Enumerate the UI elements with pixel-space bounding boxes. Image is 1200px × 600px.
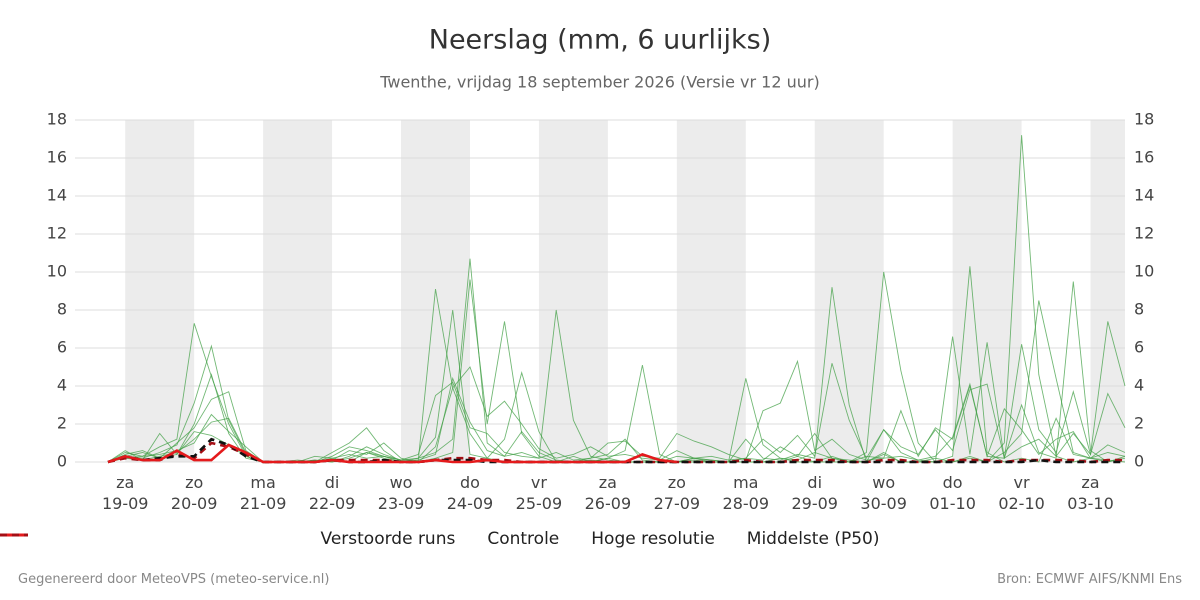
x-tick-label: ma 28-09 bbox=[722, 473, 770, 513]
day-band bbox=[125, 120, 195, 462]
x-tick-label: wo 23-09 bbox=[377, 473, 425, 513]
day-band bbox=[1090, 120, 1125, 462]
y-tick-label: 16 bbox=[47, 148, 67, 167]
y-tick-label: 2 bbox=[57, 414, 67, 433]
y-tick-label: 14 bbox=[47, 186, 67, 205]
legend: Verstoorde runs Controle Hoge resolutie Mid… bbox=[0, 529, 1200, 549]
y2-tick-label: 4 bbox=[1134, 376, 1144, 395]
legend-item: Middelste (P50) bbox=[0, 529, 880, 549]
x-tick-label: vr 02-10 bbox=[998, 473, 1045, 513]
chart-subtitle: Twenthe, vrijdag 18 september 2026 (Vers… bbox=[379, 73, 819, 92]
y2-tick-label: 10 bbox=[1134, 262, 1154, 281]
x-tick-label: wo 30-09 bbox=[860, 473, 907, 513]
x-tick-label: di 22-09 bbox=[308, 473, 356, 513]
x-tick-label: za 19-09 bbox=[101, 473, 149, 513]
day-band bbox=[263, 120, 333, 462]
x-tick-label: ma 21-09 bbox=[239, 473, 287, 513]
y-tick-label: 0 bbox=[57, 452, 67, 471]
x-tick-label: di 29-09 bbox=[791, 473, 838, 513]
legend-item: Hoge resolutie bbox=[0, 529, 715, 549]
y-tick-label: 4 bbox=[57, 376, 67, 395]
y2-tick-label: 16 bbox=[1134, 148, 1154, 167]
footer-right: Bron: ECMWF AIFS/KNMI Ens bbox=[997, 572, 1182, 587]
legend-label: Hoge resolutie bbox=[591, 529, 715, 549]
y-tick-label: 6 bbox=[57, 338, 67, 357]
y-tick-label: 10 bbox=[47, 262, 67, 281]
x-tick-label: vr 25-09 bbox=[515, 473, 563, 513]
day-band bbox=[676, 120, 746, 462]
x-tick-label: zo 27-09 bbox=[653, 473, 701, 513]
x-tick-label: za 03-10 bbox=[1067, 473, 1114, 513]
y2-tick-label: 14 bbox=[1134, 186, 1154, 205]
y2-tick-label: 12 bbox=[1134, 224, 1154, 243]
series-line bbox=[107, 443, 677, 464]
day-band bbox=[814, 120, 884, 462]
y2-tick-label: 0 bbox=[1134, 452, 1144, 471]
legend-item: Controle bbox=[0, 529, 560, 549]
x-tick-label: do 01-10 bbox=[929, 473, 976, 513]
y2-tick-label: 8 bbox=[1134, 300, 1144, 319]
y-tick-label: 12 bbox=[47, 224, 67, 243]
legend-item: Verstoorde runs bbox=[0, 529, 456, 549]
legend-label: Verstoorde runs bbox=[320, 529, 456, 549]
chart-title: Neerslag (mm, 6 uurlijks) bbox=[429, 25, 771, 56]
y2-tick-label: 6 bbox=[1134, 338, 1144, 357]
x-tick-label: za 26-09 bbox=[584, 473, 632, 513]
y2-tick-label: 18 bbox=[1134, 110, 1154, 129]
x-tick-label: do 24-09 bbox=[446, 473, 494, 513]
x-tick-label: zo 20-09 bbox=[170, 473, 218, 513]
legend-label: Controle bbox=[487, 529, 560, 549]
legend-swatch bbox=[0, 533, 28, 537]
footer-left: Gegenereerd door MeteoVPS (meteo-service… bbox=[18, 572, 330, 587]
y-tick-label: 8 bbox=[57, 300, 67, 319]
legend-label: Middelste (P50) bbox=[746, 529, 880, 549]
y2-tick-label: 2 bbox=[1134, 414, 1144, 433]
y-tick-label: 18 bbox=[47, 110, 67, 129]
day-band bbox=[538, 120, 608, 462]
